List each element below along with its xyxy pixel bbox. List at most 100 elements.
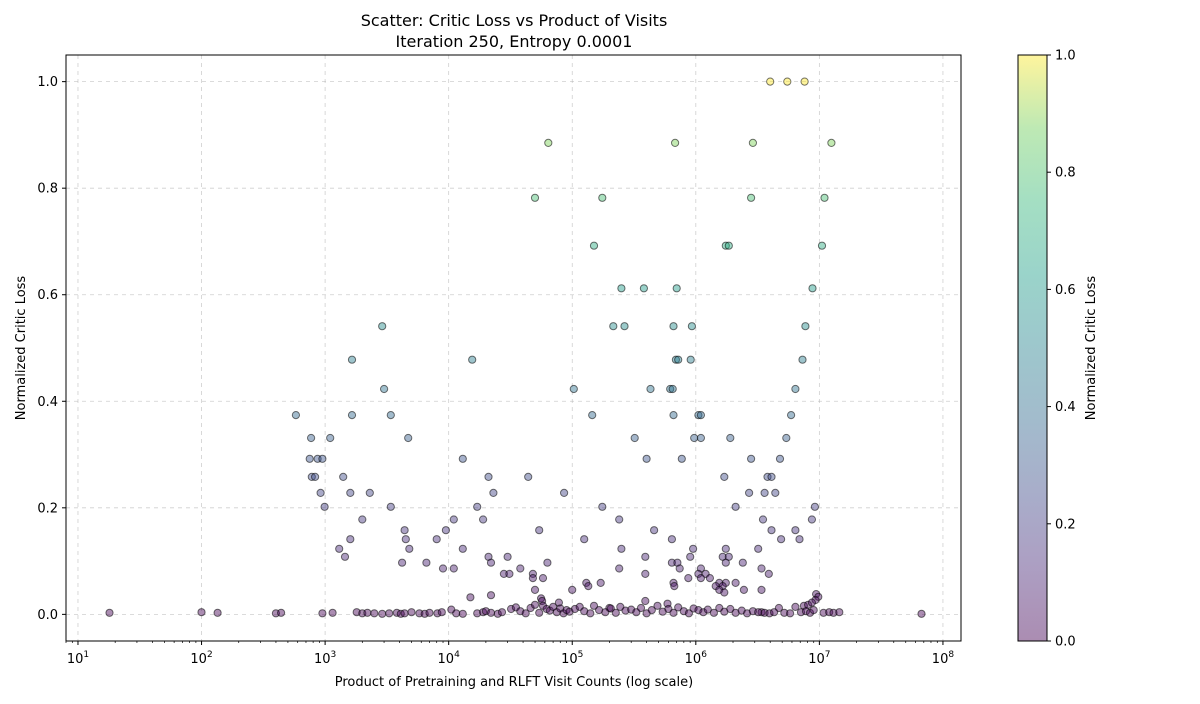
- data-point: [653, 601, 662, 610]
- data-point: [432, 535, 441, 544]
- data-point: [636, 603, 646, 613]
- x-tick-label: 105: [561, 650, 583, 667]
- data-point: [584, 582, 593, 591]
- chart-subtitle: Iteration 250, Entropy 0.0001: [396, 32, 633, 51]
- data-point: [829, 608, 838, 617]
- data-point: [401, 535, 410, 544]
- chart-title: Scatter: Critic Loss vs Product of Visit…: [361, 11, 668, 30]
- data-point: [721, 241, 730, 250]
- data-point: [800, 77, 809, 86]
- data-point: [820, 193, 829, 202]
- data-point: [669, 608, 678, 617]
- data-point: [438, 564, 448, 573]
- data-point: [668, 384, 677, 394]
- data-point: [197, 608, 206, 617]
- data-point: [538, 574, 548, 583]
- data-point: [639, 284, 649, 293]
- data-point: [458, 609, 467, 618]
- data-point: [687, 322, 697, 331]
- data-point: [808, 284, 817, 293]
- data-point: [696, 574, 706, 583]
- data-point: [650, 526, 659, 535]
- data-point: [669, 411, 678, 420]
- data-point: [363, 608, 372, 617]
- data-point: [666, 384, 675, 394]
- data-point: [484, 472, 493, 481]
- data-point: [516, 564, 525, 573]
- data-point: [674, 603, 683, 612]
- data-point: [809, 606, 818, 615]
- x-tick-label: 107: [808, 650, 830, 667]
- data-point: [370, 609, 379, 618]
- data-point: [458, 454, 467, 463]
- data-point: [420, 609, 429, 618]
- data-point: [473, 502, 482, 511]
- data-point: [674, 355, 683, 364]
- data-point: [400, 609, 409, 618]
- data-point: [326, 433, 335, 443]
- data-point: [617, 544, 626, 553]
- data-point: [780, 608, 789, 617]
- data-point: [641, 569, 650, 579]
- data-point: [787, 411, 796, 420]
- data-point: [521, 609, 530, 618]
- data-point: [677, 454, 686, 463]
- y-tick-label: 0.8: [37, 182, 58, 197]
- data-point: [589, 241, 599, 250]
- data-point: [335, 544, 344, 553]
- data-point: [675, 564, 684, 573]
- data-point: [569, 384, 578, 394]
- data-point: [320, 502, 329, 511]
- x-tick-label: 102: [190, 650, 212, 667]
- data-point: [328, 608, 337, 617]
- data-point: [524, 472, 533, 481]
- data-point: [486, 558, 496, 567]
- x-tick-label: 106: [685, 650, 708, 667]
- colorbar-label: Normalized Critic Loss: [1084, 276, 1099, 421]
- data-point: [318, 454, 327, 463]
- data-point: [405, 544, 414, 553]
- data-point: [404, 433, 413, 443]
- data-point: [672, 284, 681, 293]
- data-point: [771, 488, 780, 497]
- x-tick-label: 103: [314, 650, 336, 667]
- data-point: [473, 609, 482, 618]
- data-point: [667, 535, 677, 544]
- data-point: [694, 411, 703, 420]
- data-points: [105, 77, 926, 618]
- data-point: [570, 604, 580, 614]
- data-point: [544, 138, 553, 147]
- data-point: [316, 488, 325, 497]
- data-point: [318, 609, 327, 618]
- data-point: [580, 535, 589, 544]
- data-point: [560, 488, 569, 497]
- data-point: [783, 77, 792, 86]
- colorbar-tick-label: 0.8: [1055, 166, 1076, 181]
- data-point: [507, 604, 516, 614]
- data-point: [589, 601, 599, 610]
- data-point: [696, 433, 706, 443]
- x-axis-label: Product of Pretraining and RLFT Visit Co…: [335, 675, 693, 690]
- data-point: [786, 609, 795, 618]
- data-point: [671, 138, 680, 147]
- data-point: [767, 472, 776, 481]
- y-axis-label: Normalized Critic Loss: [14, 276, 29, 421]
- data-point: [105, 608, 114, 617]
- x-tick-label: 104: [438, 650, 461, 667]
- data-point: [699, 608, 708, 617]
- data-point: [493, 609, 502, 618]
- data-point: [378, 322, 387, 331]
- data-point: [791, 602, 800, 612]
- colorbar-gradient: [1018, 55, 1047, 641]
- data-point: [425, 608, 434, 617]
- data-point: [213, 608, 222, 617]
- colorbar-tick-label: 0.2: [1055, 517, 1076, 532]
- data-point: [407, 608, 416, 617]
- data-point: [720, 472, 729, 481]
- data-point: [696, 411, 706, 420]
- colorbar-tick-label: 1.0: [1055, 49, 1076, 64]
- x-tick-label: 101: [67, 650, 89, 667]
- data-point: [669, 322, 678, 331]
- data-point: [596, 578, 605, 588]
